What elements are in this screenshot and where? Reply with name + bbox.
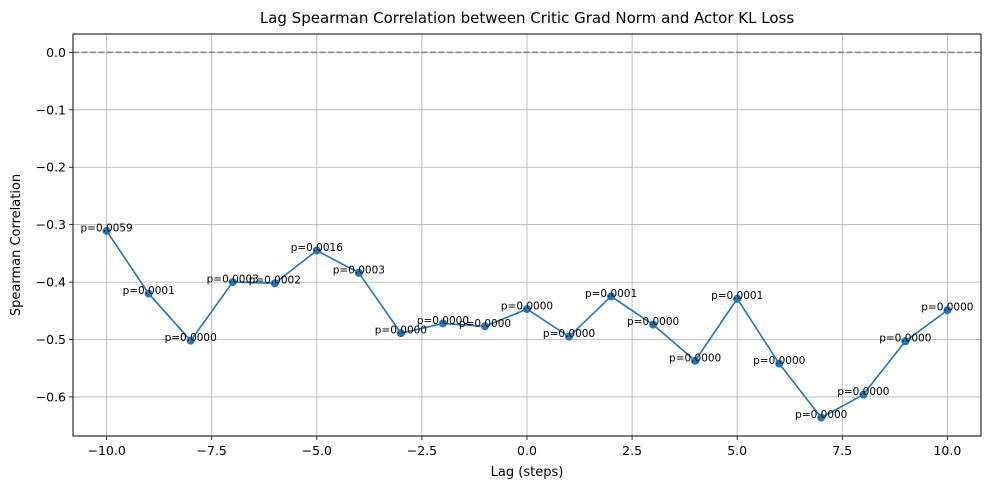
p-value-label: p=0.0000 xyxy=(543,328,595,340)
data-point xyxy=(691,356,700,365)
x-tick-label: −7.5 xyxy=(197,443,227,458)
data-point xyxy=(733,294,742,303)
data-point xyxy=(186,336,195,345)
annotation-layer: p=0.0059p=0.0001p=0.0000p=0.0003p=0.0002… xyxy=(81,222,974,421)
p-value-label: p=0.0001 xyxy=(711,290,763,302)
p-value-label: p=0.0059 xyxy=(81,222,133,234)
data-point xyxy=(817,413,826,422)
data-point xyxy=(228,278,237,287)
y-axis-ticks: 0.0 −0.1 −0.2 −0.3 −0.4 −0.5 −0.6 xyxy=(36,45,73,404)
p-value-label: p=0.0000 xyxy=(165,332,217,344)
x-axis-ticks: −10.0 −7.5 −5.0 −2.5 0.0 2.5 5.0 7.5 10.0 xyxy=(87,436,961,458)
data-point xyxy=(607,292,616,301)
x-tick-label: 2.5 xyxy=(622,443,642,458)
p-value-label: p=0.0000 xyxy=(879,333,931,345)
y-tick-label: −0.2 xyxy=(36,160,66,175)
data-point xyxy=(312,246,321,255)
y-axis-title: Spearman Correlation xyxy=(9,174,24,316)
p-value-label: p=0.0000 xyxy=(753,355,805,367)
x-tick-label: 7.5 xyxy=(832,443,852,458)
y-tick-label: −0.3 xyxy=(36,217,66,232)
p-value-label: p=0.0002 xyxy=(249,275,301,287)
p-value-label: p=0.0000 xyxy=(669,352,721,364)
x-axis-title: Lag (steps) xyxy=(491,465,564,480)
p-value-label: p=0.0000 xyxy=(417,315,469,327)
x-tick-label: −2.5 xyxy=(407,443,437,458)
data-point xyxy=(859,390,868,399)
p-value-label: p=0.0000 xyxy=(921,302,973,314)
y-tick-label: −0.4 xyxy=(36,275,66,290)
data-point xyxy=(775,359,784,368)
p-value-label: p=0.0000 xyxy=(459,318,511,330)
p-value-label: p=0.0000 xyxy=(501,301,553,313)
y-tick-label: −0.1 xyxy=(36,102,66,117)
data-point xyxy=(354,268,363,277)
data-point xyxy=(565,332,574,341)
p-value-label: p=0.0000 xyxy=(795,409,847,421)
p-value-label: p=0.0016 xyxy=(291,242,344,254)
p-value-label: p=0.0003 xyxy=(333,264,385,276)
series-layer xyxy=(102,226,952,422)
y-tick-label: 0.0 xyxy=(46,45,66,60)
p-value-label: p=0.0000 xyxy=(627,316,679,328)
data-point xyxy=(480,322,489,331)
x-tick-label: −5.0 xyxy=(302,443,332,458)
data-point xyxy=(102,226,111,235)
data-point xyxy=(396,329,405,338)
y-tick-label: −0.5 xyxy=(36,332,66,347)
p-value-label: p=0.0003 xyxy=(207,274,259,286)
p-value-label: p=0.0001 xyxy=(123,285,175,297)
x-tick-label: 5.0 xyxy=(727,443,747,458)
data-point xyxy=(649,320,658,329)
data-point xyxy=(270,279,279,288)
p-value-label: p=0.0000 xyxy=(837,386,889,398)
y-tick-label: −0.6 xyxy=(36,389,66,404)
x-tick-label: 10.0 xyxy=(933,443,961,458)
x-tick-label: 0.0 xyxy=(517,443,537,458)
p-value-label: p=0.0001 xyxy=(585,288,637,300)
data-point xyxy=(523,305,531,314)
data-point xyxy=(943,306,952,315)
p-value-label: p=0.0000 xyxy=(375,325,427,337)
data-point xyxy=(438,319,447,328)
chart-title: Lag Spearman Correlation between Critic … xyxy=(260,9,794,27)
data-point xyxy=(901,337,910,346)
x-tick-label: −10.0 xyxy=(87,443,125,458)
data-point xyxy=(144,289,153,298)
